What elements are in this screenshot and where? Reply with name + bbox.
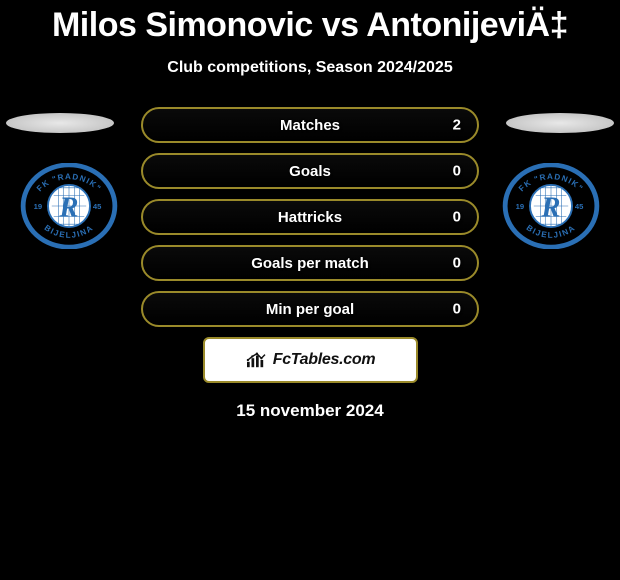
- comparison-area: FK "RADNIK" BIJELJINA 19 45 R FK "RADNIK…: [0, 107, 620, 327]
- stat-label: Hattricks: [278, 209, 342, 226]
- svg-text:R: R: [540, 192, 560, 224]
- stat-value-right: 0: [453, 209, 461, 226]
- stats-list: Matches 2 Goals 0 Hattricks 0 Goals per match 0…: [141, 107, 479, 327]
- svg-text:45: 45: [93, 202, 102, 211]
- stat-row: Hattricks 0: [141, 199, 479, 235]
- svg-text:R: R: [58, 192, 78, 224]
- page-title: Milos Simonovic vs AntonijeviÄ‡: [0, 0, 620, 45]
- subtitle: Club competitions, Season 2024/2025: [0, 59, 620, 77]
- brand-text: FcTables.com: [273, 351, 376, 369]
- stat-value-right: 0: [453, 301, 461, 318]
- club-logo-right: FK "RADNIK" BIJELJINA 19 45 R: [502, 163, 600, 249]
- stat-value-right: 0: [453, 255, 461, 272]
- brand-box[interactable]: FcTables.com: [203, 337, 418, 383]
- date-text: 15 november 2024: [0, 401, 620, 421]
- svg-text:45: 45: [575, 202, 584, 211]
- stat-value-right: 0: [453, 163, 461, 180]
- stat-value-right: 2: [453, 117, 461, 134]
- chart-icon: [245, 351, 267, 369]
- stat-row: Goals 0: [141, 153, 479, 189]
- stat-label: Matches: [280, 117, 340, 134]
- player-photo-left: [6, 113, 114, 133]
- svg-text:19: 19: [34, 202, 42, 211]
- player-photo-right: [506, 113, 614, 133]
- club-logo-left: FK "RADNIK" BIJELJINA 19 45 R: [20, 163, 118, 249]
- stat-label: Min per goal: [266, 301, 354, 318]
- stat-row: Min per goal 0: [141, 291, 479, 327]
- stat-label: Goals: [289, 163, 331, 180]
- svg-text:19: 19: [516, 202, 524, 211]
- stat-row: Goals per match 0: [141, 245, 479, 281]
- stat-row: Matches 2: [141, 107, 479, 143]
- stat-label: Goals per match: [251, 255, 369, 272]
